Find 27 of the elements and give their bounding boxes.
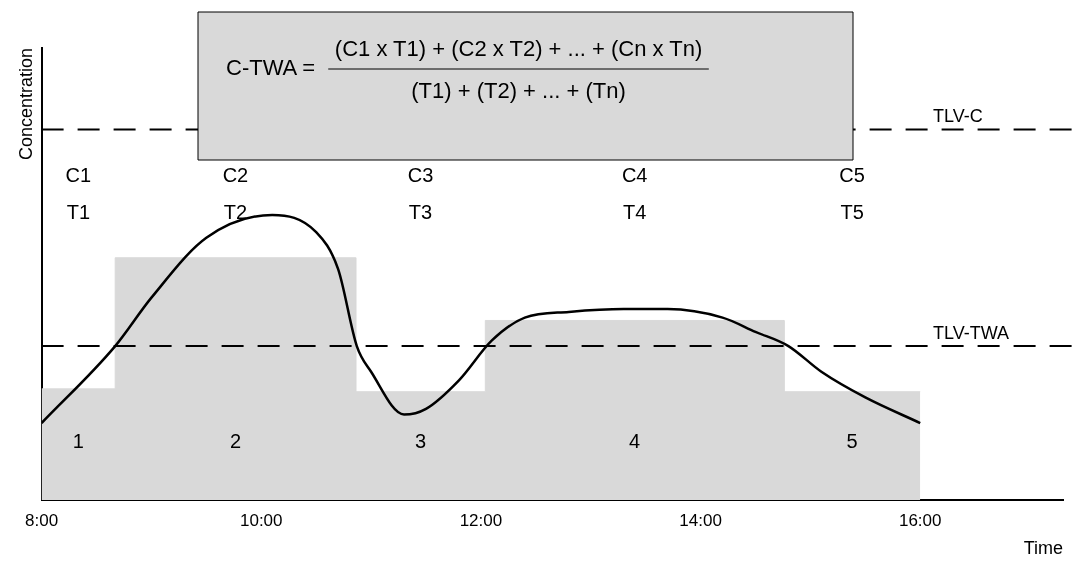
text: (T1) + (T2) + ... + (Tn) xyxy=(411,78,626,104)
annotation: 1 xyxy=(72,429,84,452)
x-axis-title: Time xyxy=(1023,538,1063,559)
annotation: 3 xyxy=(414,429,427,452)
x-tick-label: 10:00 xyxy=(239,510,283,530)
text: C-TWA = xyxy=(226,55,316,81)
annotation: 5 xyxy=(846,429,858,452)
annotation: T5 xyxy=(840,200,864,223)
annotation: T3 xyxy=(408,200,433,223)
ref-line-label: TLV-TWA xyxy=(933,323,1009,344)
text: C4 xyxy=(621,163,648,186)
annotation: 2 xyxy=(229,429,242,452)
text: C1 xyxy=(65,163,92,186)
x-tick-label: 12:00 xyxy=(459,510,503,530)
annotation: T4 xyxy=(623,200,647,223)
y-axis-title: Concentration xyxy=(15,48,36,161)
text: (C1 x T1) + (C2 x T2) + ... + (Cn x Tn) xyxy=(334,36,703,62)
ref-line-label: TLV-C xyxy=(933,106,983,127)
annotation: T1 xyxy=(66,200,91,223)
text: C2 xyxy=(222,163,249,186)
x-tick-label: 14:00 xyxy=(679,510,722,530)
text: C5 xyxy=(839,163,865,186)
x-tick-label: 8:00 xyxy=(25,510,59,530)
annotation: T2 xyxy=(223,200,248,223)
text: C3 xyxy=(407,163,434,186)
annotation: 4 xyxy=(629,429,641,452)
x-tick-label: 16:00 xyxy=(898,510,942,530)
